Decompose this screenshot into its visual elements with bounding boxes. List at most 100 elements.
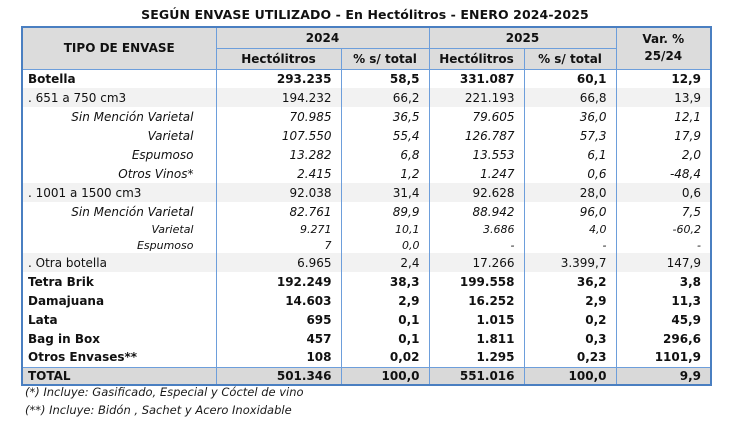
- cell-var: 1101,9: [615, 348, 712, 367]
- table-row-espumoso-1: Espumoso 13.282 6,8 13.553 6,1 2,0: [21, 145, 712, 164]
- cell-pct-2024: 89,9: [340, 202, 430, 221]
- cell-hect-2025: 1.247: [428, 164, 525, 183]
- cell-hect-2025: 331.087: [428, 69, 525, 88]
- cell-hect-2025: 221.193: [428, 88, 525, 107]
- col-header-tipo-de-envase: TIPO DE ENVASE: [21, 26, 217, 70]
- cell-var: 12,1: [615, 107, 712, 126]
- cell-hect-2025: -: [428, 237, 525, 253]
- cell-var: 17,9: [615, 126, 712, 145]
- cell-hect-2024: 457: [215, 329, 342, 348]
- table-row-651-750: . 651 a 750 cm3 194.232 66,2 221.193 66,…: [21, 88, 712, 107]
- cell-label: Botella: [21, 69, 217, 88]
- cell-hect-2024: 501.346: [215, 366, 342, 385]
- cell-hect-2024: 293.235: [215, 69, 342, 88]
- table-row-tetra-brik: Tetra Brik 192.249 38,3 199.558 36,2 3,8: [21, 272, 712, 291]
- cell-pct-2024: 0,1: [340, 329, 430, 348]
- cell-hect-2025: 3.686: [428, 221, 525, 237]
- cell-var: 13,9: [615, 88, 712, 107]
- cell-hect-2025: 1.015: [428, 310, 525, 329]
- cell-var: 12,9: [615, 69, 712, 88]
- cell-hect-2025: 88.942: [428, 202, 525, 221]
- cell-label: Otros Vinos*: [21, 164, 217, 183]
- cell-var: 2,0: [615, 145, 712, 164]
- table-row-varietal-1: Varietal 107.550 55,4 126.787 57,3 17,9: [21, 126, 712, 145]
- header-row-measures: Hectólitros % s/ total Hectólitros % s/ …: [22, 47, 711, 70]
- cell-pct-2024: 55,4: [340, 126, 430, 145]
- cell-label: Varietal: [21, 126, 217, 145]
- cell-pct-2024: 1,2: [340, 164, 430, 183]
- cell-var: 3,8: [615, 272, 712, 291]
- cell-hect-2024: 6.965: [215, 253, 342, 272]
- cell-pct-2024: 66,2: [340, 88, 430, 107]
- cell-hect-2025: 79.605: [428, 107, 525, 126]
- cell-label: Espumoso: [21, 145, 217, 164]
- cell-pct-2025: 96,0: [523, 202, 617, 221]
- cell-pct-2025: 57,3: [523, 126, 617, 145]
- cell-hect-2025: 92.628: [428, 183, 525, 202]
- cell-pct-2024: 36,5: [340, 107, 430, 126]
- cell-hect-2024: 192.249: [215, 272, 342, 291]
- col-header-pct-2024: % s/ total: [340, 47, 430, 70]
- cell-hect-2024: 695: [215, 310, 342, 329]
- cell-var: 0,6: [615, 183, 712, 202]
- cell-pct-2024: 10,1: [340, 221, 430, 237]
- table-row-espumoso-2: Espumoso 7 0,0 - - -: [21, 237, 712, 253]
- cell-pct-2025: -: [523, 237, 617, 253]
- var-label-line1: Var. %: [642, 31, 685, 46]
- table-row-sin-mencion-varietal-2: Sin Mención Varietal 82.761 89,9 88.942 …: [21, 202, 712, 221]
- cell-pct-2024: 0,02: [340, 348, 430, 367]
- cell-hect-2024: 14.603: [215, 291, 342, 310]
- cell-label: Lata: [21, 310, 217, 329]
- cell-pct-2025: 4,0: [523, 221, 617, 237]
- header-row-years: TIPO DE ENVASE 2024 2025 Var. % 25/24: [21, 26, 712, 70]
- cell-pct-2025: 28,0: [523, 183, 617, 202]
- table-row-bag-in-box: Bag in Box 457 0,1 1.811 0,3 296,6: [21, 329, 712, 348]
- table-row-damajuana: Damajuana 14.603 2,9 16.252 2,9 11,3: [21, 291, 712, 310]
- cell-hect-2024: 9.271: [215, 221, 342, 237]
- cell-label: Varietal: [21, 221, 217, 237]
- cell-var: -48,4: [615, 164, 712, 183]
- table-row-otra-botella: . Otra botella 6.965 2,4 17.266 3.399,7 …: [21, 253, 712, 272]
- cell-label: Sin Mención Varietal: [21, 202, 217, 221]
- cell-pct-2025: 2,9: [523, 291, 617, 310]
- table-row-varietal-2: Varietal 9.271 10,1 3.686 4,0 -60,2: [21, 221, 712, 237]
- envase-table: TIPO DE ENVASE 2024 2025 Var. % 25/24 He…: [21, 26, 712, 386]
- cell-var: 296,6: [615, 329, 712, 348]
- cell-hect-2025: 1.811: [428, 329, 525, 348]
- page-title: SEGÚN ENVASE UTILIZADO - En Hectólitros …: [141, 7, 589, 22]
- cell-pct-2025: 0,6: [523, 164, 617, 183]
- cell-var: -60,2: [615, 221, 712, 237]
- cell-hect-2025: 1.295: [428, 348, 525, 367]
- cell-pct-2024: 100,0: [340, 366, 430, 385]
- cell-hect-2024: 82.761: [215, 202, 342, 221]
- cell-hect-2024: 194.232: [215, 88, 342, 107]
- table-header: TIPO DE ENVASE 2024 2025 Var. % 25/24 He…: [21, 26, 712, 70]
- var-label-line2: 25/24: [644, 49, 683, 64]
- table-row-total: TOTAL 501.346 100,0 551.016 100,0 9,9: [21, 366, 712, 385]
- cell-hect-2024: 108: [215, 348, 342, 367]
- cell-pct-2025: 6,1: [523, 145, 617, 164]
- cell-label: . Otra botella: [21, 253, 217, 272]
- cell-label: . 1001 a 1500 cm3: [21, 183, 217, 202]
- col-header-hectolitros-2025: Hectólitros: [428, 47, 525, 70]
- cell-hect-2024: 2.415: [215, 164, 342, 183]
- cell-pct-2025: 0,3: [523, 329, 617, 348]
- cell-var: -: [615, 237, 712, 253]
- table-row-otros-envases: Otros Envases** 108 0,02 1.295 0,23 1101…: [21, 348, 712, 367]
- cell-hect-2025: 199.558: [428, 272, 525, 291]
- cell-pct-2024: 2,9: [340, 291, 430, 310]
- cell-hect-2024: 13.282: [215, 145, 342, 164]
- cell-label: Damajuana: [21, 291, 217, 310]
- cell-pct-2025: 36,0: [523, 107, 617, 126]
- cell-var: 147,9: [615, 253, 712, 272]
- cell-pct-2024: 31,4: [340, 183, 430, 202]
- cell-pct-2025: 0,2: [523, 310, 617, 329]
- table-row-otros-vinos: Otros Vinos* 2.415 1,2 1.247 0,6 -48,4: [21, 164, 712, 183]
- table-row-botella: Botella 293.235 58,5 331.087 60,1 12,9: [21, 69, 712, 88]
- cell-hect-2025: 126.787: [428, 126, 525, 145]
- cell-hect-2024: 107.550: [215, 126, 342, 145]
- col-header-2025: 2025: [428, 26, 617, 49]
- cell-label: Espumoso: [21, 237, 217, 253]
- table-row-sin-mencion-varietal-1: Sin Mención Varietal 70.985 36,5 79.605 …: [21, 107, 712, 126]
